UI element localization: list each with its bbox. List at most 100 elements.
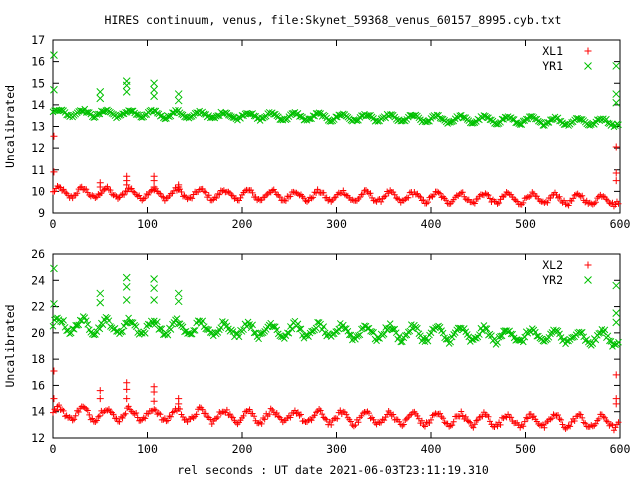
data-point xyxy=(421,423,428,430)
data-point xyxy=(428,416,434,423)
data-point xyxy=(96,94,105,103)
data-point xyxy=(339,110,347,118)
data-point xyxy=(246,406,253,413)
data-point xyxy=(84,321,92,328)
data-point xyxy=(439,329,447,337)
data-point xyxy=(530,413,537,420)
data-point xyxy=(545,333,553,341)
data-point xyxy=(507,330,515,338)
data-point xyxy=(267,405,274,412)
data-point xyxy=(300,417,307,424)
data-point xyxy=(612,90,621,98)
data-point xyxy=(123,395,131,403)
x-tick-label: 0 xyxy=(50,217,57,231)
x-axis-label: rel seconds : UT date 2021-06-03T23:11:1… xyxy=(177,463,489,477)
data-point xyxy=(613,120,621,128)
data-point xyxy=(320,189,327,196)
data-point xyxy=(615,121,622,129)
y-tick-label: 14 xyxy=(31,98,45,112)
data-point xyxy=(124,188,131,195)
data-point xyxy=(214,414,221,421)
data-point xyxy=(287,414,294,421)
data-point xyxy=(547,195,554,202)
data-point xyxy=(117,328,125,336)
data-point xyxy=(226,411,233,418)
x-tick-label: 300 xyxy=(326,217,347,231)
y-tick-label: 9 xyxy=(38,206,45,220)
data-point xyxy=(150,79,158,88)
data-point xyxy=(395,333,403,340)
data-point xyxy=(612,98,621,107)
y-tick-label: 16 xyxy=(31,55,45,69)
data-point xyxy=(415,415,422,422)
data-point xyxy=(406,327,414,335)
data-point xyxy=(424,337,432,345)
x-tick-label: 100 xyxy=(137,217,158,231)
data-point xyxy=(266,411,273,418)
data-point xyxy=(557,334,565,341)
y-axis-label: Uncalibrated xyxy=(3,85,17,168)
data-point xyxy=(392,329,400,337)
data-point xyxy=(426,194,433,201)
data-point xyxy=(93,417,100,424)
data-point xyxy=(414,324,421,332)
data-point xyxy=(443,197,450,204)
data-point xyxy=(179,323,187,331)
data-point xyxy=(273,409,280,416)
data-point xyxy=(345,331,353,339)
data-point xyxy=(51,188,58,195)
data-point xyxy=(381,417,388,424)
y-tick-label: 20 xyxy=(31,326,45,340)
data-point xyxy=(305,197,312,204)
chart-title: HIRES continuum, venus, file:Skynet_5936… xyxy=(105,13,562,27)
data-point xyxy=(96,289,105,298)
data-point xyxy=(474,417,481,424)
data-point xyxy=(204,413,211,420)
data-point xyxy=(352,116,359,124)
data-point xyxy=(437,190,444,197)
data-point xyxy=(199,406,206,413)
data-point xyxy=(531,115,539,123)
data-point xyxy=(470,424,477,431)
series-yr1 xyxy=(49,51,622,131)
data-point xyxy=(105,317,113,325)
legend-label: XL2 xyxy=(542,258,563,272)
data-point xyxy=(252,194,259,201)
data-point xyxy=(390,411,397,418)
data-point xyxy=(317,407,324,414)
data-point xyxy=(441,419,448,426)
x-tick-label: 600 xyxy=(610,442,631,456)
data-point xyxy=(367,415,374,422)
data-point xyxy=(122,108,129,116)
x-tick-label: 100 xyxy=(137,442,158,456)
data-point xyxy=(214,190,221,197)
data-point xyxy=(369,194,376,201)
x-tick-label: 200 xyxy=(232,217,253,231)
data-point xyxy=(393,195,400,202)
plot-frame xyxy=(52,253,621,439)
data-point xyxy=(128,107,135,115)
y-tick-label: 12 xyxy=(31,431,45,445)
data-point xyxy=(402,416,409,423)
data-point xyxy=(145,410,152,417)
data-point xyxy=(485,192,492,199)
bottom-panel: 0 100 200 300 400 500 600 12 14 16 18 20 22 24 26 Uncal… xyxy=(3,247,630,456)
data-point xyxy=(96,183,104,191)
y-tick-label: 16 xyxy=(31,378,45,392)
data-point xyxy=(579,192,586,199)
data-point xyxy=(170,408,177,415)
data-point xyxy=(86,411,93,418)
data-point xyxy=(216,191,223,198)
data-point xyxy=(50,168,58,176)
data-point xyxy=(366,410,373,417)
data-point xyxy=(229,328,237,335)
data-point xyxy=(202,189,209,196)
data-point xyxy=(314,186,321,193)
data-point xyxy=(568,419,575,426)
data-point xyxy=(189,195,196,202)
data-point xyxy=(400,421,407,428)
data-point xyxy=(523,414,530,421)
data-point xyxy=(125,403,132,410)
data-point xyxy=(89,415,96,422)
